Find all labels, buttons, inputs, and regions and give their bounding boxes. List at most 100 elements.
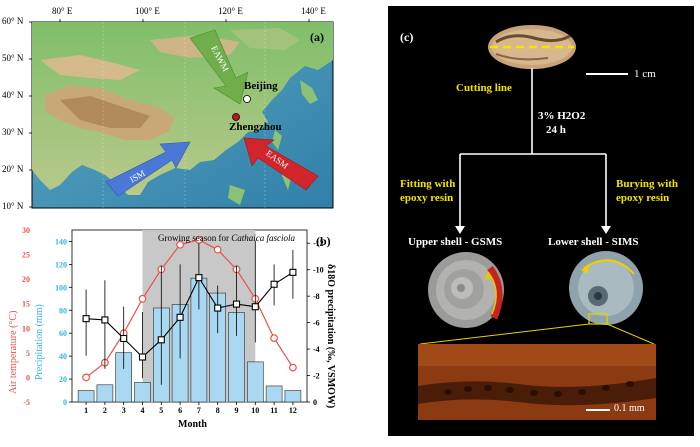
lat-tick-50: 50° N: [2, 53, 24, 63]
d18o-point-9: [232, 300, 241, 308]
panel-a-label: (a): [310, 30, 324, 44]
temp-tick-5: 20: [22, 275, 30, 284]
x-tick-7: 7: [197, 406, 201, 415]
d18o-tick-1: -2: [313, 372, 320, 381]
temp-tick-4: 15: [22, 300, 30, 309]
precip-bar-4: [134, 382, 151, 403]
y-axis-temp-label: Air temperature (°C): [8, 310, 19, 394]
d18o-tick-5: -10: [313, 266, 324, 275]
cross-section-photo: [418, 344, 656, 420]
lon-tick-80: 80° E: [52, 6, 73, 16]
zhengzhou-marker: [232, 113, 240, 121]
lon-tick-120: 120° E: [218, 6, 243, 16]
d18o-point-3: [120, 334, 128, 343]
fitting-label-2: epoxy resin: [400, 192, 454, 204]
temperature-point-6: [176, 240, 185, 249]
temp-tick-6: 25: [22, 251, 30, 260]
precip-tick-5: 100: [55, 283, 67, 292]
x-tick-10: 10: [251, 406, 259, 415]
burying-label-1: Burying with: [616, 178, 679, 190]
temp-tick-7: 30: [22, 226, 30, 235]
map-figure: [29, 19, 334, 209]
d18o-tick-2: -4: [313, 345, 320, 354]
precip-tick-4: 80: [59, 306, 67, 315]
temperature-point-8: [213, 245, 222, 254]
y-axis-d18o-label: δ18O precipitation (‰, VSMOW): [325, 264, 336, 409]
x-tick-8: 8: [216, 406, 220, 415]
shell-top-photo: [488, 25, 576, 69]
d18o-tick-6: -12: [313, 239, 324, 248]
x-tick-4: 4: [141, 406, 145, 415]
temp-tick-2: 5: [26, 349, 30, 358]
x-tick-3: 3: [122, 406, 126, 415]
temperature-point-7: [194, 235, 203, 244]
precip-bar-2: [96, 384, 114, 403]
precip-bar-12: [284, 390, 302, 403]
d18o-point-2: [101, 316, 109, 324]
temp-tick-0: -5: [23, 398, 30, 407]
burying-label-2: epoxy resin: [616, 192, 670, 204]
d18o-point-7: [195, 274, 203, 282]
d18o-point-10: [251, 303, 259, 311]
d18o-point-12: [289, 268, 297, 276]
lat-tick-40: 40° N: [2, 90, 24, 100]
precip-tick-2: 40: [59, 352, 67, 361]
scale-01mm-label: 0.1 mm: [614, 403, 645, 414]
easm-arrow: [243, 137, 319, 191]
x-tick-11: 11: [270, 406, 278, 415]
climate-chart: 1 2 3 4 5 6 7 8 9 10 11 12-505101520253002040608010…: [22, 226, 324, 415]
d18o-point-4: [138, 353, 147, 361]
lat-tick-20: 20° N: [2, 164, 24, 174]
x-tick-2: 2: [103, 406, 107, 415]
lat-tick-30: 30° N: [2, 127, 24, 137]
lon-tick-140: 140° E: [301, 6, 326, 16]
temp-tick-1: 0: [26, 373, 30, 382]
x-tick-5: 5: [159, 406, 163, 415]
temperature-point-1: [82, 373, 90, 382]
temperature-point-11: [270, 334, 279, 343]
x-tick-1: 1: [84, 406, 88, 415]
d18o-tick-4: -8: [313, 292, 320, 301]
d18o-tick-0: 0: [313, 398, 317, 407]
temp-tick-3: 10: [22, 324, 30, 333]
d18o-point-5: [157, 336, 165, 344]
lat-tick-60: 60° N: [2, 16, 24, 26]
lower-shell-photo: [569, 251, 643, 325]
precip-bar-10: [247, 361, 264, 403]
lat-tick-10: 10° N: [2, 201, 24, 211]
scale-1cm-label: 1 cm: [634, 68, 656, 80]
temperature-point-12: [289, 363, 297, 372]
x-tick-12: 12: [289, 406, 297, 415]
precip-tick-1: 20: [59, 375, 67, 384]
upper-shell-label: Upper shell - GSMS: [408, 236, 503, 248]
season-label: Growing season for Cathaica fasciola: [158, 233, 295, 243]
treatment-duration-label: 24 h: [546, 124, 566, 136]
lon-tick-100: 100° E: [135, 6, 160, 16]
d18o-tick-3: -6: [313, 319, 320, 328]
temperature-point-4: [138, 294, 147, 303]
panel-c-process: (c) Cutting line 1 cm 3% H2O2 24 h Fitti…: [388, 6, 694, 436]
panel-b-chart: 1 2 3 4 5 6 7 8 9 10 11 12 -5 0 5 10 15 20 25 30 0 20 40 60 80 10…: [0, 222, 345, 442]
beijing-marker: [243, 95, 251, 103]
treatment-label: 3% H2O2: [538, 110, 586, 122]
cutting-line-label: Cutting line: [456, 82, 512, 94]
d18o-point-6: [176, 313, 184, 321]
process-figure: [418, 25, 656, 420]
zhengzhou-label: Zhengzhou: [229, 121, 282, 133]
beijing-label: Beijing: [244, 80, 278, 92]
fitting-label-1: Fitting with: [400, 178, 456, 190]
precip-tick-7: 140: [55, 237, 67, 246]
precip-tick-6: 120: [55, 260, 67, 269]
y-axis-precip-label: Precipitation (mm): [34, 304, 45, 380]
eawm-arrow: [189, 29, 249, 105]
panel-b-label: (b): [316, 234, 331, 248]
d18o-point-1: [82, 315, 90, 323]
d18o-point-11: [270, 280, 278, 288]
panel-c-label: (c): [400, 30, 414, 44]
precip-bar-1: [77, 390, 95, 403]
precip-bar-11: [265, 385, 283, 403]
ism-arrow: [105, 141, 191, 197]
precip-tick-0: 0: [63, 398, 67, 407]
x-tick-6: 6: [178, 406, 182, 415]
precip-tick-3: 60: [59, 329, 67, 338]
